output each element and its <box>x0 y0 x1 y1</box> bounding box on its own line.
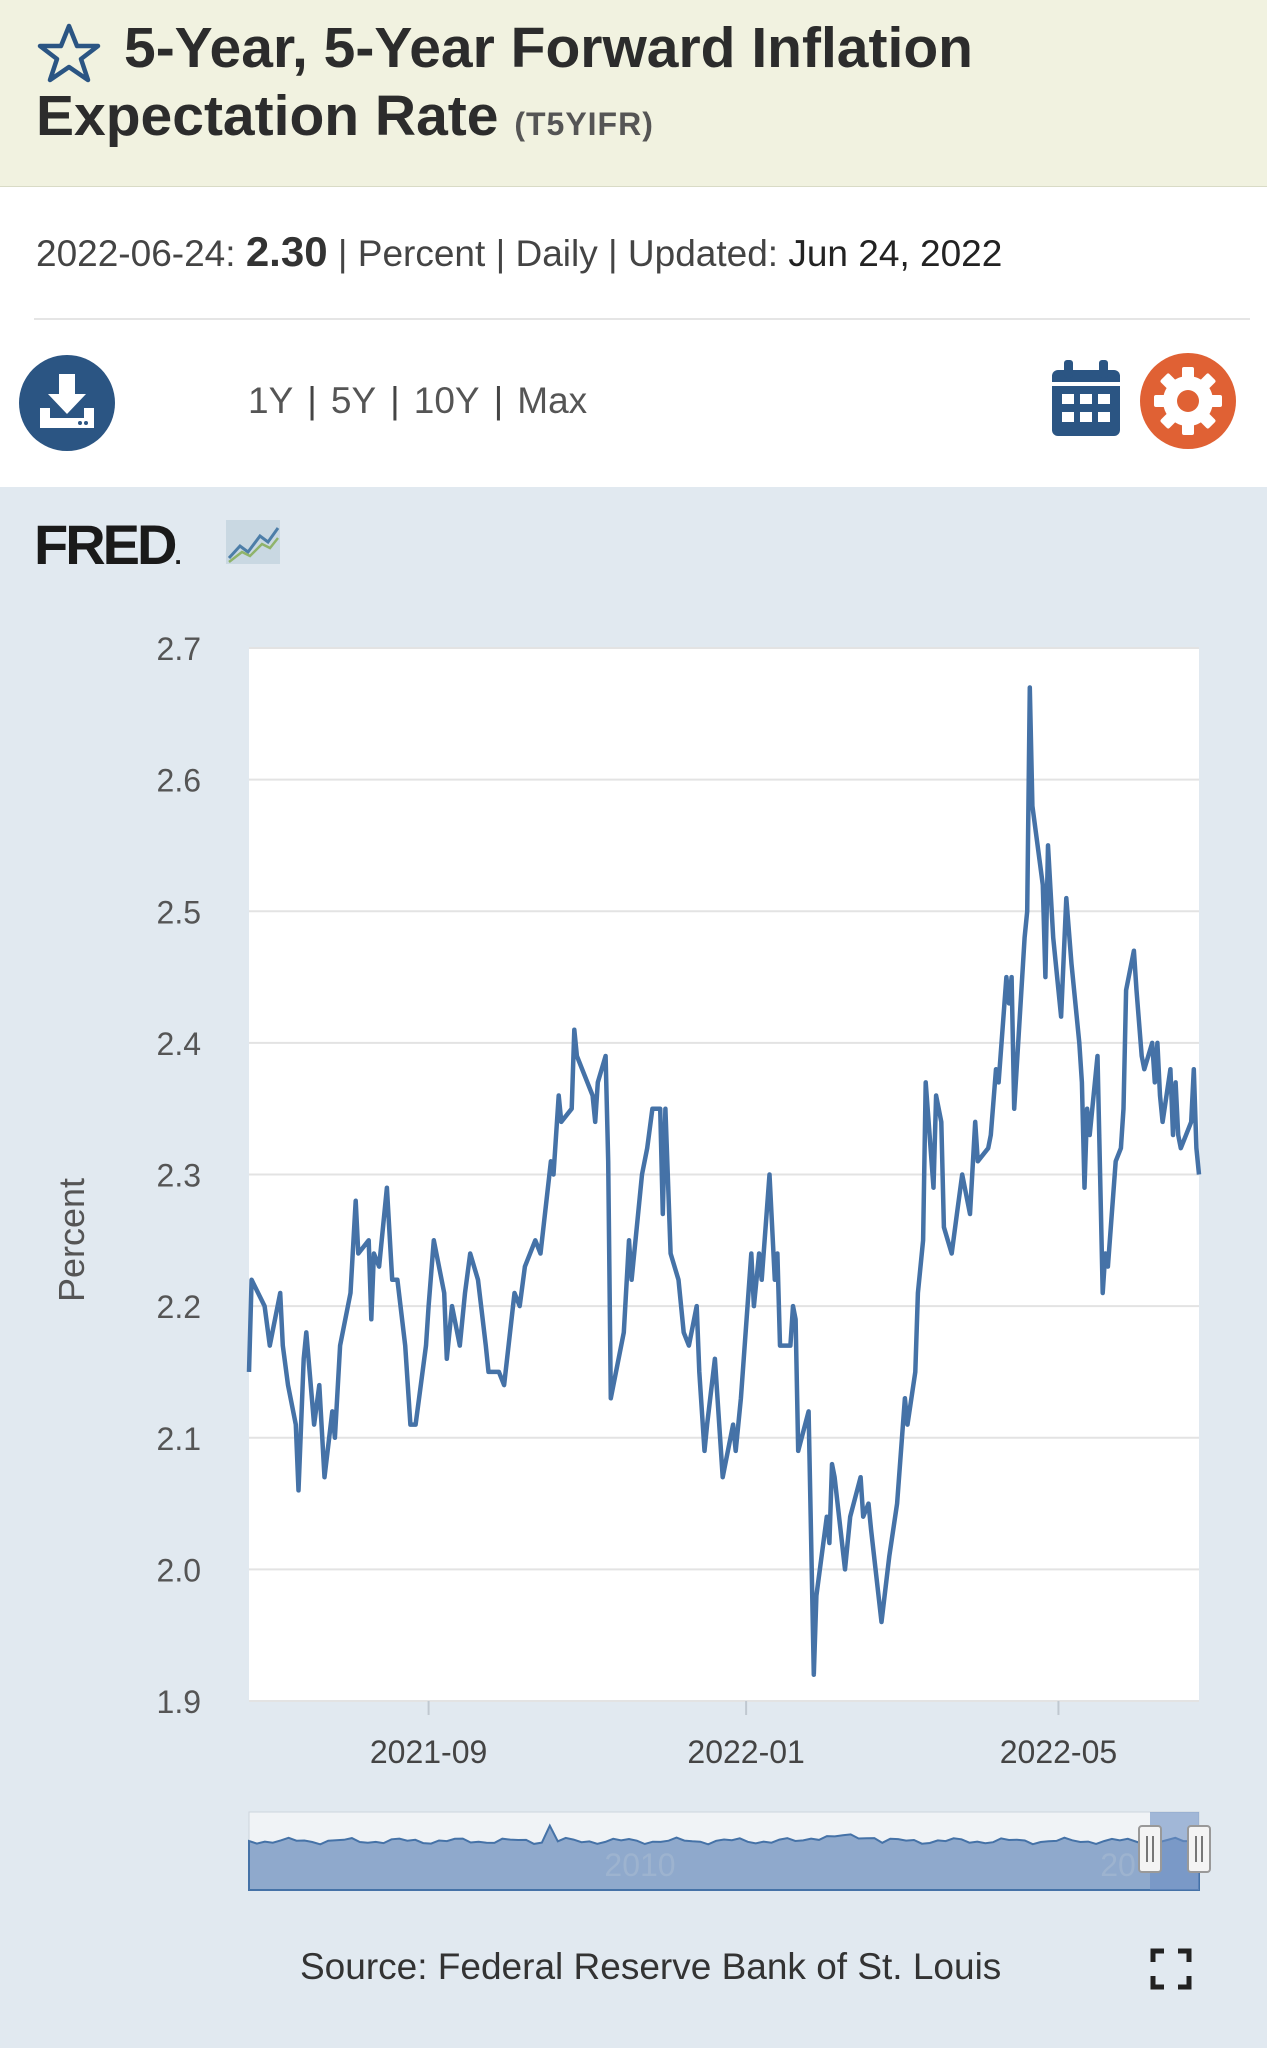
y-tick-label: 2.2 <box>157 1289 201 1325</box>
y-tick-label: 2.6 <box>157 763 201 799</box>
range-5y-button[interactable]: 5Y <box>330 380 377 421</box>
x-tick-label: 2022-05 <box>1000 1734 1117 1770</box>
y-tick-label: 1.9 <box>157 1684 201 1720</box>
frequency-label: Daily <box>515 233 598 274</box>
observation-date: 2022-06-24: <box>36 233 236 274</box>
navigator-handle-right[interactable] <box>1187 1825 1211 1873</box>
navigator-handle-left[interactable] <box>1138 1825 1162 1873</box>
observation-value: 2.30 <box>245 228 328 275</box>
fred-chart-logo-icon <box>226 520 280 564</box>
y-tick-label: 2.1 <box>157 1421 201 1457</box>
y-tick-label: 2.4 <box>157 1026 201 1062</box>
navigator-series <box>248 1823 1200 1891</box>
divider <box>34 318 1250 320</box>
download-icon[interactable] <box>18 354 116 452</box>
title-text: 5-Year, 5-Year Forward Inflation Expecta… <box>36 16 973 148</box>
title-bar: 5-Year, 5-Year Forward Inflation Expecta… <box>0 0 1267 187</box>
navigator-label: 2010 <box>604 1847 675 1883</box>
range-navigator[interactable]: 2010 20 <box>248 1811 1211 1891</box>
range-10y-button[interactable]: 10Y <box>413 380 480 421</box>
fred-logo: FRED. <box>34 513 182 576</box>
series-id: (T5YIFR) <box>514 106 654 142</box>
y-axis-label: Percent <box>51 1178 92 1302</box>
source-note: Source: Federal Reserve Bank of St. Loui… <box>300 1946 1002 1987</box>
range-max-button[interactable]: Max <box>517 380 588 421</box>
date-range-selector: 1Y | 5Y | 10Y | Max <box>248 380 588 421</box>
updated-date: Jun 24, 2022 <box>788 233 1003 274</box>
favorite-star-icon[interactable] <box>36 22 102 88</box>
calendar-icon[interactable] <box>1050 358 1122 438</box>
series-line-T5YIFR <box>246 685 1202 1677</box>
units-label: Percent <box>357 233 486 274</box>
settings-gear-icon[interactable] <box>1139 352 1237 450</box>
updated-label: Updated: <box>627 233 779 274</box>
y-tick-label: 2.5 <box>157 894 201 930</box>
page-title: 5-Year, 5-Year Forward Inflation Expecta… <box>36 14 1216 158</box>
range-1y-button[interactable]: 1Y <box>248 380 294 421</box>
navigator-label: 20 <box>1100 1847 1136 1883</box>
fullscreen-icon[interactable] <box>1150 1948 1192 1990</box>
y-tick-label: 2.7 <box>157 631 201 667</box>
x-tick-label: 2021-09 <box>370 1734 487 1770</box>
y-tick-label: 2.0 <box>157 1552 201 1588</box>
y-tick-label: 2.3 <box>157 1158 201 1194</box>
observation-summary: 2022-06-24: 2.30 | Percent | Daily | Upd… <box>36 228 1003 275</box>
line-chart: 1.9 2.0 2.1 2.2 2.3 2.4 2.5 2.6 2.7 2021-09 2022-… <box>51 631 1211 1891</box>
x-tick-label: 2022-01 <box>687 1734 804 1770</box>
